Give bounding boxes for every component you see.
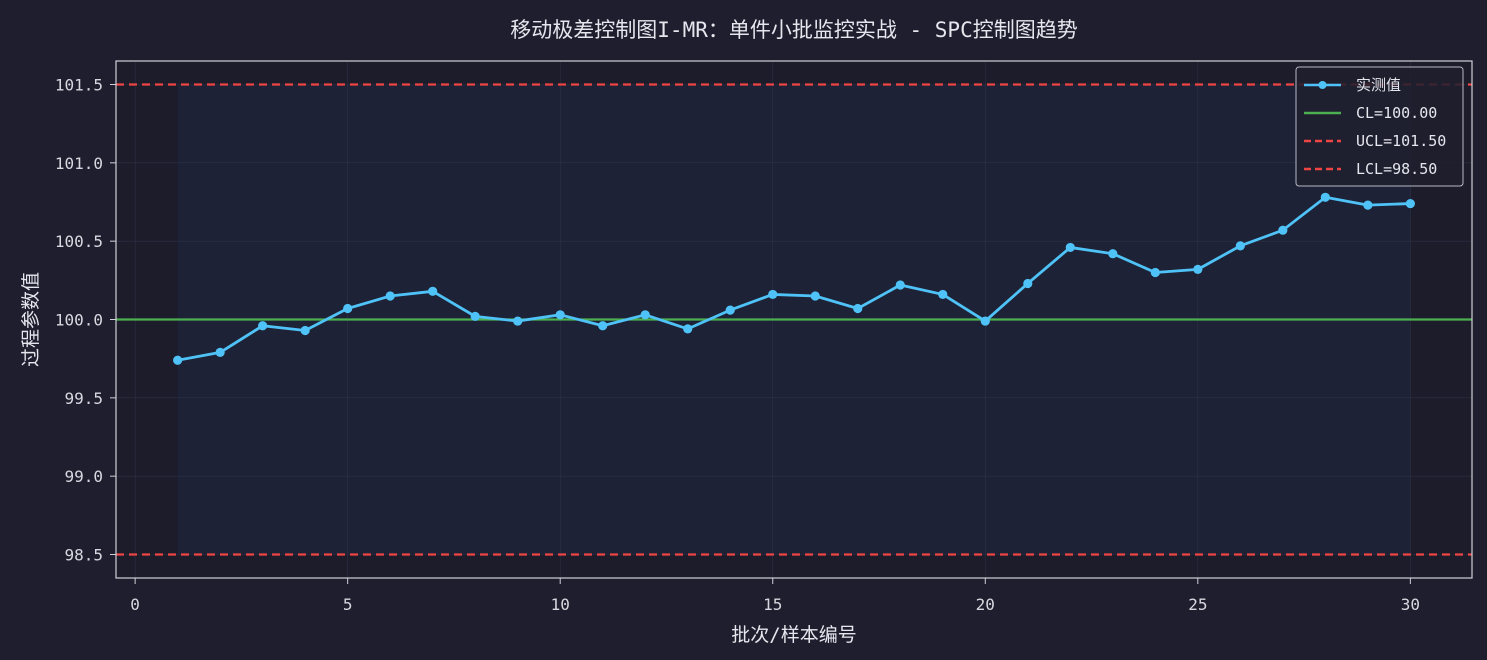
data-point	[1023, 278, 1033, 289]
data-point	[640, 310, 650, 320]
data-point	[980, 316, 990, 326]
data-point	[683, 324, 693, 334]
x-tick-label: 30	[1401, 595, 1420, 614]
y-tick-label: 99.0	[64, 467, 103, 486]
chart-title: 移动极差控制图I-MR：单件小批监控实战 - SPC控制图趋势	[510, 18, 1077, 42]
data-point	[555, 310, 565, 320]
data-point	[1108, 249, 1118, 259]
x-tick-label: 20	[976, 595, 995, 614]
y-axis-label: 过程参数值	[20, 272, 42, 367]
data-point	[938, 289, 948, 300]
data-point	[258, 321, 268, 331]
y-tick-label: 98.5	[64, 546, 103, 565]
data-point	[853, 303, 863, 314]
legend-box	[1295, 66, 1464, 187]
legend-label: CL=100.00	[1356, 104, 1437, 122]
data-point	[173, 355, 183, 365]
x-tick-label: 25	[1188, 595, 1207, 614]
data-point	[385, 291, 395, 301]
data-point	[428, 286, 438, 296]
x-tick-label: 5	[343, 595, 353, 614]
data-point	[895, 280, 905, 290]
data-point	[343, 303, 353, 314]
data-point	[810, 291, 820, 301]
data-point	[1193, 264, 1203, 274]
y-tick-label: 101.5	[55, 76, 103, 95]
y-tick-label: 100.5	[55, 232, 103, 251]
data-point	[215, 347, 225, 357]
data-point	[598, 321, 608, 331]
legend-label: UCL=101.50	[1356, 132, 1446, 150]
data-point	[513, 316, 523, 326]
x-axis-label: 批次/样本编号	[731, 624, 856, 646]
legend-marker	[1318, 81, 1327, 89]
data-point	[1278, 225, 1288, 235]
series-line	[177, 195, 1411, 362]
data-point	[470, 311, 480, 321]
data-point	[768, 289, 778, 300]
data-point	[1150, 267, 1160, 278]
data-point	[1363, 200, 1373, 210]
y-tick-label: 101.0	[55, 154, 103, 173]
legend-label: 实测值	[1356, 76, 1401, 94]
data-point	[300, 325, 310, 336]
x-tick-label: 15	[763, 595, 782, 614]
data-point	[1065, 242, 1075, 253]
legend-label: LCL=98.50	[1356, 160, 1437, 178]
x-tick-label: 10	[551, 595, 570, 614]
y-tick-label: 99.5	[64, 389, 103, 408]
y-tick-label: 100.0	[55, 311, 103, 330]
data-point	[725, 305, 735, 315]
data-point	[1235, 241, 1245, 251]
data-point	[1405, 198, 1415, 209]
x-tick-label: 0	[130, 595, 140, 614]
data-point	[1320, 192, 1330, 202]
